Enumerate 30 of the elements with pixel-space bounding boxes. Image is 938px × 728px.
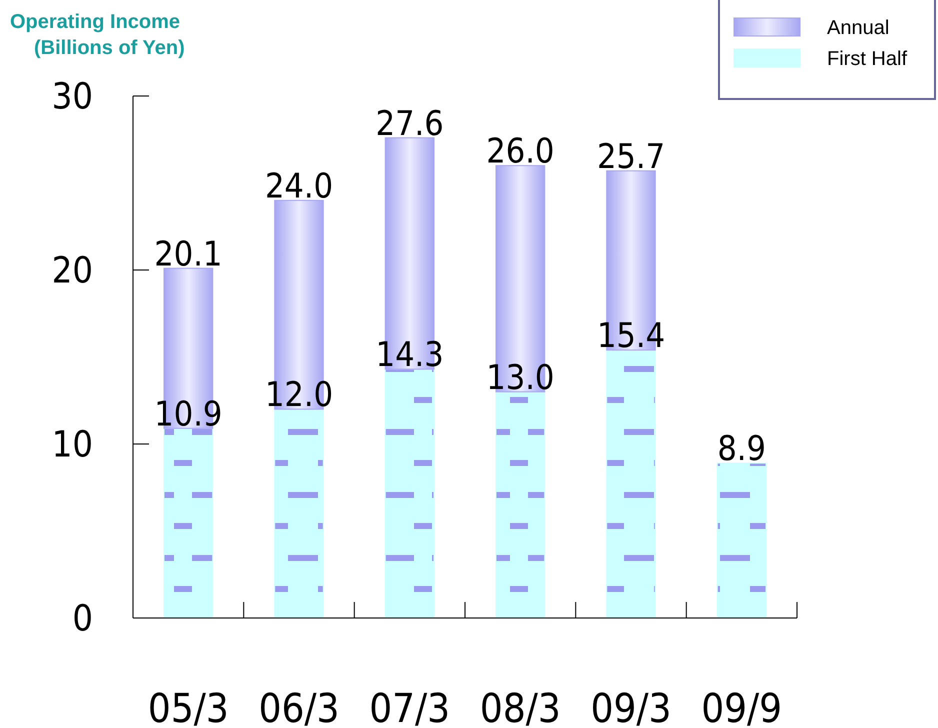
bar [163,428,214,618]
bar [495,391,546,618]
bar [606,350,656,618]
bar [384,368,435,618]
data-label: 8.9 [717,429,766,470]
bar [274,408,324,618]
x-tick-label: 08/3 [480,686,561,728]
total-label: 24.0 [264,166,334,206]
total-label: 25.7 [596,136,666,177]
y-tick-label: 10 [52,424,93,466]
x-tick-label: 09/9 [701,686,782,728]
data-label: 12.0 [264,375,334,416]
x-tick-label: 09/3 [590,686,672,728]
total-label: 20.1 [154,234,222,274]
y-tick-label: 20 [52,250,93,292]
x-tick-label: 06/3 [258,686,340,728]
legend-label: Annual [827,17,890,39]
total-label: 26.0 [486,132,554,172]
y-axis-title: Operating Income (Billions of Yen) [10,11,185,59]
legend-label: First Half [827,48,908,70]
data-label: 14.3 [376,335,444,376]
total-label: 27.6 [376,104,444,144]
y-tick-label: 30 [52,76,93,118]
data-label: 13.0 [486,358,554,398]
data-label: 15.4 [596,316,666,356]
bar [716,462,767,618]
data-label: 10.9 [154,394,222,434]
x-tick-label: 05/3 [148,686,229,728]
y-tick-label: 0 [72,598,93,640]
x-tick-label: 07/3 [369,686,450,728]
